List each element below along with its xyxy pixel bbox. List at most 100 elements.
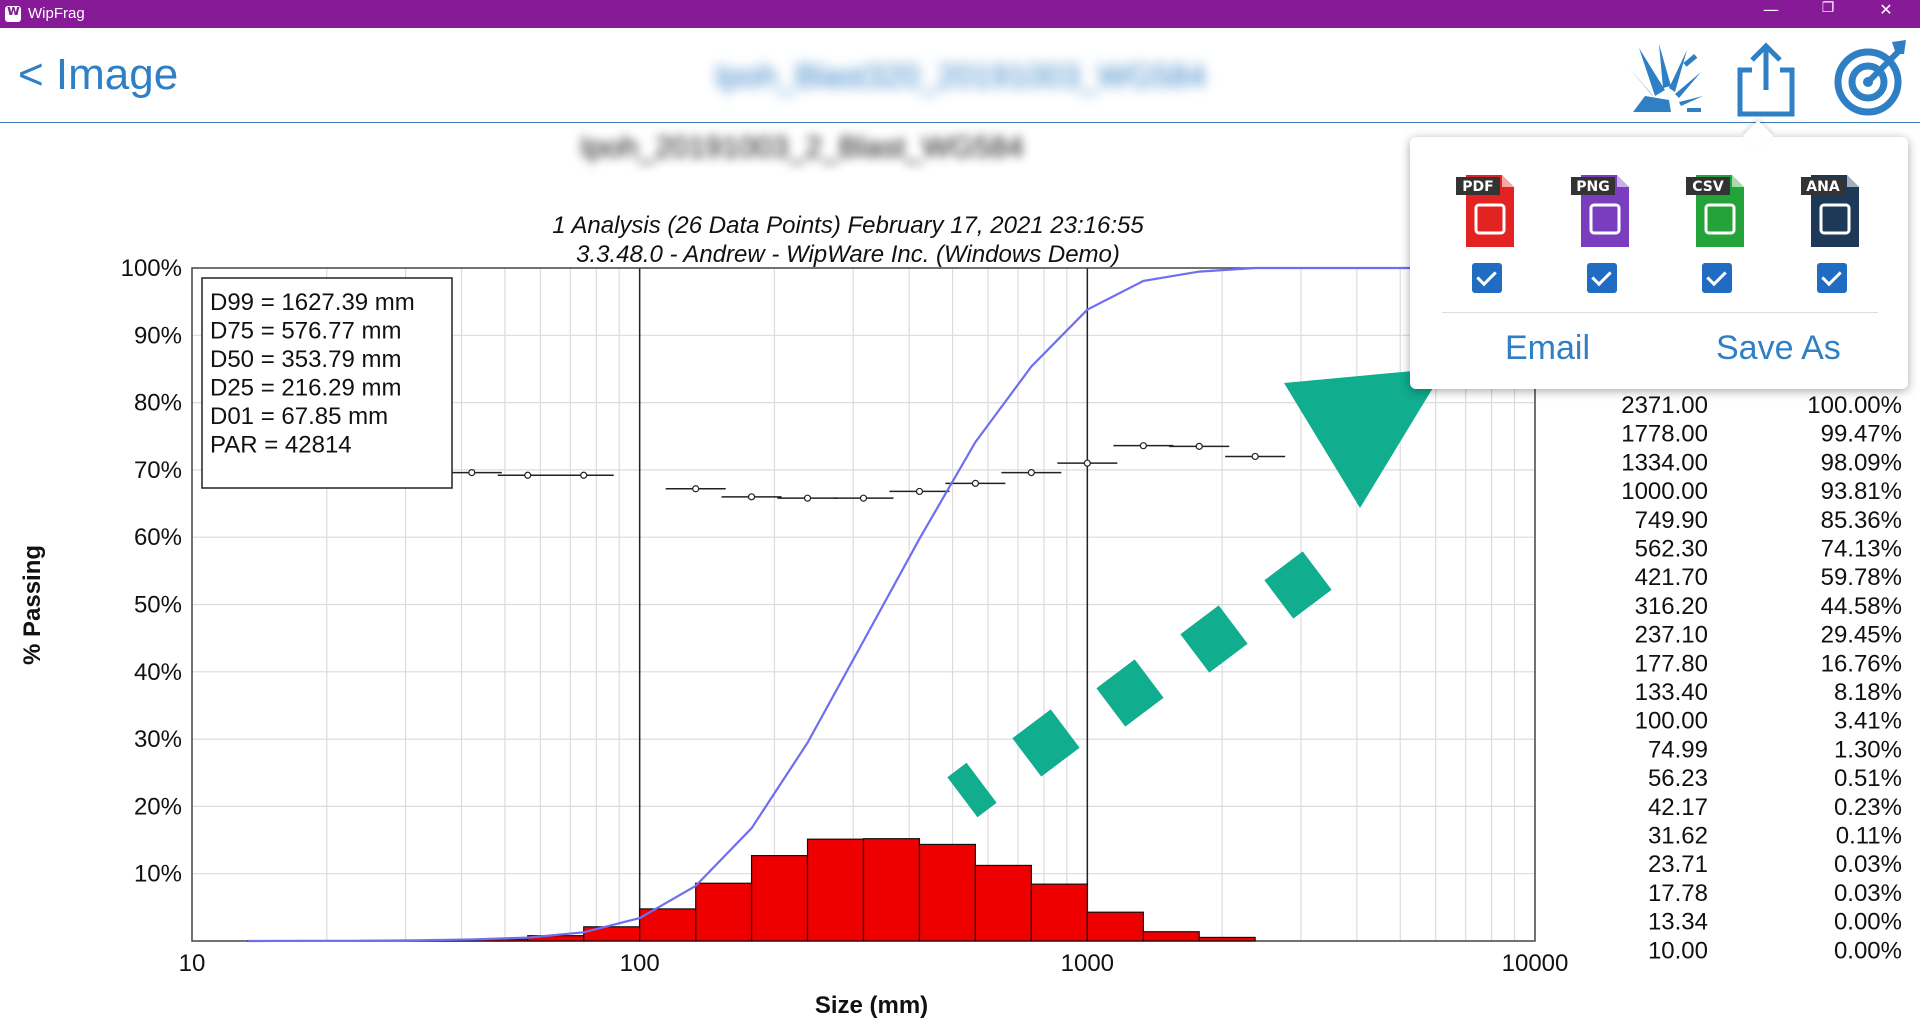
histogram-bar [863, 839, 919, 941]
data-point [581, 472, 587, 478]
file-corner [1502, 175, 1514, 187]
table-passing-value: 100.00% [1807, 392, 1902, 419]
data-point [749, 494, 755, 500]
y-tick-label: 60% [134, 524, 182, 551]
file-corner [1847, 175, 1859, 187]
y-tick-label: 70% [134, 457, 182, 484]
file-label: ANA [1806, 179, 1840, 195]
target-icon[interactable] [1830, 38, 1910, 118]
table-size-value: 10.00 [1648, 937, 1708, 964]
table-passing-value: 98.09% [1821, 449, 1902, 476]
close-button[interactable]: ✕ [1858, 0, 1914, 28]
x-axis-title: Size (mm) [815, 992, 928, 1019]
y-tick-label: 80% [134, 390, 182, 417]
export-popup: PDF PNG CSV ANA Email Save As [1410, 137, 1908, 389]
app-header: < Image Ipoh_Blast320_20191003_WG584 [0, 28, 1920, 123]
table-passing-value: 0.03% [1834, 851, 1902, 878]
table-size-value: 13.34 [1648, 909, 1708, 936]
table-passing-value: 44.58% [1821, 593, 1902, 620]
table-size-value: 421.70 [1635, 564, 1708, 591]
table-size-value: 42.17 [1648, 794, 1708, 821]
table-passing-value: 29.45% [1821, 622, 1902, 649]
table-passing-value: 3.41% [1834, 708, 1902, 735]
table-passing-value: 74.13% [1821, 536, 1902, 563]
y-tick-label: 20% [134, 793, 182, 820]
email-button[interactable]: Email [1505, 329, 1590, 368]
y-tick-label: 50% [134, 592, 182, 619]
y-axis-title: % Passing [19, 545, 46, 665]
file-label: PDF [1462, 179, 1493, 195]
minimize-button[interactable]: — [1743, 0, 1799, 28]
popup-divider [1442, 312, 1878, 313]
histogram-bar [975, 865, 1031, 941]
arrow-dash [1096, 659, 1163, 726]
arrow-dash [1264, 551, 1331, 618]
histogram-bar [584, 927, 640, 941]
png-format-icon[interactable]: PNG [1567, 169, 1637, 249]
data-point [805, 495, 811, 501]
stats-line: D75 = 576.77 mm [210, 318, 401, 345]
stats-line: D25 = 216.29 mm [210, 375, 401, 402]
table-size-value: 17.78 [1648, 880, 1708, 907]
annotation-arrow [947, 368, 1445, 817]
x-tick-label: 10000 [1502, 950, 1569, 977]
data-point [1140, 443, 1146, 449]
data-point [972, 480, 978, 486]
stats-line: D50 = 353.79 mm [210, 346, 401, 373]
file-label: PNG [1576, 179, 1609, 195]
table-size-value: 31.62 [1648, 823, 1708, 850]
table-passing-value: 0.00% [1834, 937, 1902, 964]
data-point [525, 472, 531, 478]
share-icon[interactable] [1726, 38, 1806, 118]
stats-line: D01 = 67.85 mm [210, 403, 388, 430]
restore-button[interactable]: ❐ [1800, 0, 1856, 28]
y-tick-label: 40% [134, 659, 182, 686]
window-title: WipFrag [28, 5, 85, 22]
file-corner [1617, 175, 1629, 187]
histogram-bar [752, 856, 808, 941]
y-tick-label: 10% [134, 861, 182, 888]
data-point [860, 495, 866, 501]
table-passing-value: 59.78% [1821, 564, 1902, 591]
data-point [916, 488, 922, 494]
back-button[interactable]: < Image [18, 50, 178, 100]
save-as-button[interactable]: Save As [1716, 329, 1841, 368]
data-point [1084, 460, 1090, 466]
y-tick-label: 100% [121, 255, 182, 282]
x-tick-label: 1000 [1061, 950, 1114, 977]
data-point [1196, 443, 1202, 449]
data-point [1252, 453, 1258, 459]
ana-checkbox[interactable] [1817, 263, 1847, 293]
pdf-format-icon[interactable]: PDF [1452, 169, 1522, 249]
arrow-dash [947, 763, 996, 817]
table-passing-value: 0.00% [1834, 909, 1902, 936]
histogram-bar [1031, 884, 1087, 941]
histogram-bar [1199, 937, 1255, 941]
table-size-value: 133.40 [1635, 679, 1708, 706]
chart-subtitle-line1: 1 Analysis (26 Data Points) February 17,… [552, 212, 1144, 239]
table-passing-value: 0.11% [1836, 823, 1902, 850]
data-point [469, 470, 475, 476]
csv-format-icon[interactable]: CSV [1682, 169, 1752, 249]
pdf-checkbox[interactable] [1472, 263, 1502, 293]
table-size-value: 1000.00 [1621, 478, 1708, 505]
csv-checkbox[interactable] [1702, 263, 1732, 293]
app-logo-icon [5, 6, 21, 22]
table-size-value: 1778.00 [1621, 421, 1708, 448]
ana-format-icon[interactable]: ANA [1797, 169, 1867, 249]
table-passing-value: 16.76% [1821, 650, 1902, 677]
arrow-head [1284, 368, 1445, 508]
y-tick-label: 30% [134, 726, 182, 753]
window-titlebar: WipFrag — ❐ ✕ [0, 0, 1920, 28]
table-passing-value: 99.47% [1821, 421, 1902, 448]
histogram-bar [1087, 912, 1143, 941]
stats-line: D99 = 1627.39 mm [210, 289, 415, 316]
histogram-bar [919, 844, 975, 941]
table-passing-value: 1.30% [1834, 736, 1902, 763]
blast-icon[interactable] [1625, 38, 1705, 118]
table-size-value: 237.10 [1635, 622, 1708, 649]
stats-line: PAR = 42814 [210, 432, 352, 459]
table-size-value: 316.20 [1635, 593, 1708, 620]
png-checkbox[interactable] [1587, 263, 1617, 293]
page-title: Ipoh_Blast320_20191003_WG584 [715, 58, 1206, 95]
